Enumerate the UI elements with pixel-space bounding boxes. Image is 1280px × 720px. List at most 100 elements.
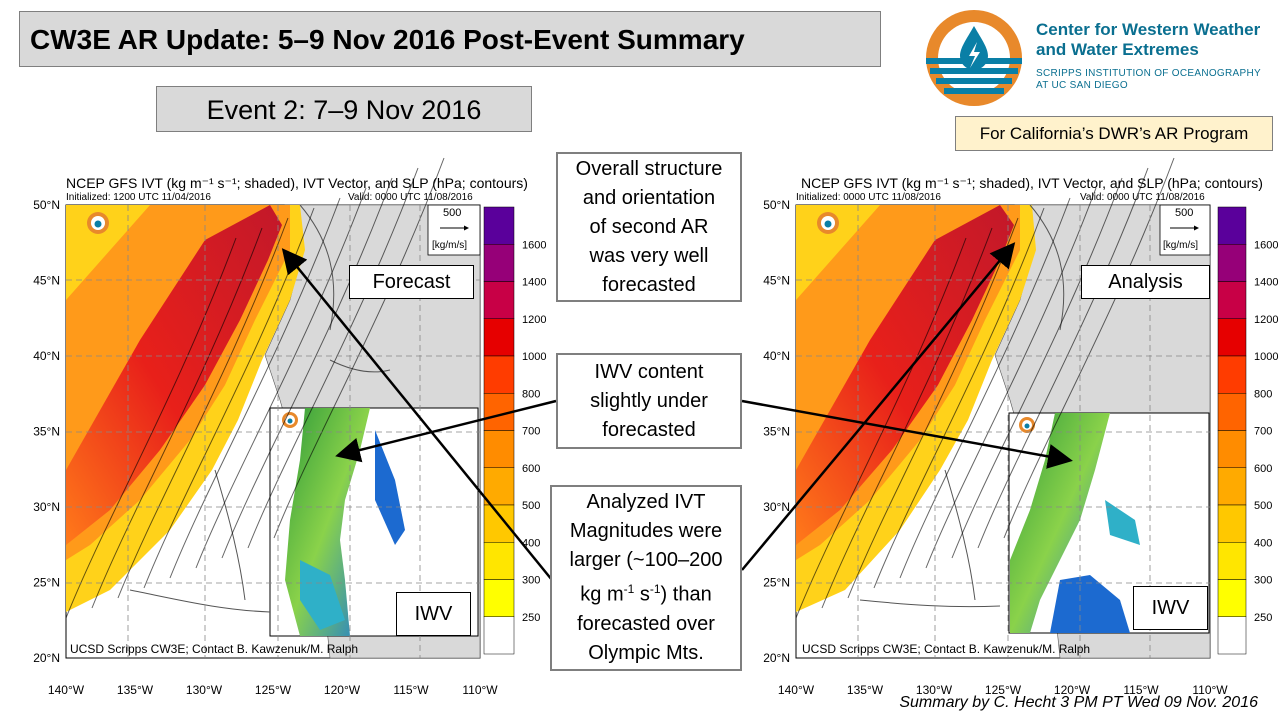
colorbar-label: 300: [522, 575, 540, 587]
forecast-label: Forecast: [349, 265, 474, 299]
callout-structure: Overall structure and orientation of sec…: [556, 152, 742, 302]
x-tick-label: 120°W: [1054, 683, 1091, 697]
y-tick-label: 30°N: [33, 500, 60, 514]
logo-sub-line1: SCRIPPS INSTITUTION OF OCEANOGRAPHY: [1036, 68, 1261, 79]
ivt-streamline: [247, 167, 419, 549]
y-tick-label: 50°N: [763, 198, 790, 212]
callout-iwv-line: slightly under: [590, 389, 708, 412]
colorbar-label: 600: [1254, 463, 1272, 475]
callout-structure-line: Overall structure: [575, 157, 723, 180]
colorbar-swatch: [483, 355, 515, 394]
x-tick-label: 130°W: [916, 683, 953, 697]
forecast-initialized: Initialized: 1200 UTC 11/04/2016: [66, 192, 211, 203]
ivt-streamline: [795, 237, 967, 619]
colorbar-left: 250 300 400 500 600 700 800 1000 1200 1400 1600: [483, 206, 546, 655]
colorbar-label: 1600: [522, 239, 546, 251]
x-tick-label: 140°W: [778, 683, 815, 697]
x-tick-label: 140°W: [48, 683, 85, 697]
callout-iwv: IWV content slightly under forecasted: [556, 353, 742, 449]
colorbar-label: 1400: [522, 277, 546, 289]
x-tick-label: 115°W: [393, 683, 429, 697]
y-tick-label: 40°N: [763, 349, 790, 363]
colorbar-label: 400: [522, 537, 540, 549]
analysis-initialized: Initialized: 0000 UTC 11/08/2016: [796, 192, 941, 203]
ivt-streamline: [873, 207, 1045, 589]
colorbar-swatch: [483, 467, 515, 506]
colorbar-swatch: [1217, 206, 1247, 245]
callout-iwv-line: forecasted: [602, 418, 696, 441]
summary-footer: Summary by C. Hecht 3 PM PT Wed 09 Nov. …: [899, 694, 1258, 711]
x-tick-label: 110°W: [462, 683, 498, 697]
colorbar-swatch: [1217, 355, 1247, 394]
colorbar-swatch: [1217, 430, 1247, 468]
callout-ivt-line6: Olympic Mts.: [588, 641, 704, 664]
logo-name-line1: Center for Western Weather: [1036, 20, 1261, 39]
x-tick-label: 135°W: [117, 683, 154, 697]
y-tick-label: 45°N: [33, 274, 60, 288]
colorbar-swatch: [1217, 504, 1247, 543]
cw3e-logo-icon: [926, 10, 1022, 106]
ivt-streamline: [925, 187, 1097, 569]
colorbar-label: 1000: [522, 351, 546, 363]
analysis-credit: UCSD Scripps CW3E; Contact B. Kawzenuk/M…: [802, 642, 1091, 656]
colorbar-label: 1400: [1254, 277, 1278, 289]
callout-structure-line: forecasted: [602, 273, 696, 296]
arrow-forecast-olympic: [281, 248, 553, 581]
colorbar-label: 700: [522, 426, 540, 438]
forecast-credit: UCSD Scripps CW3E; Contact B. Kawzenuk/M…: [70, 642, 359, 656]
cw3e-logo: Center for Western Weather and Water Ext…: [922, 6, 1277, 108]
callout-structure-line: and orientation: [582, 186, 716, 209]
colorbar-label: 1200: [1254, 314, 1278, 326]
y-tick-label: 20°N: [33, 651, 60, 665]
ivt-streamline: [899, 197, 1071, 579]
forecast-valid: Valid: 0000 UTC 11/08/2016: [348, 192, 473, 203]
ivt-streamline: [977, 167, 1149, 549]
y-tick-label: 35°N: [763, 425, 790, 439]
ivt-streamline: [195, 187, 367, 569]
colorbar-label: 600: [522, 463, 540, 475]
callout-ivt: Analyzed IVT Magnitudes were larger (~10…: [550, 485, 742, 671]
y-tick-label: 20°N: [763, 651, 790, 665]
colorbar-right: 250 300 400 500 600 700 800 1000 1200 1400 1600: [1217, 206, 1278, 655]
analysis-vector-ref-units: [kg/m/s]: [1163, 240, 1199, 251]
forecast-panel-title: NCEP GFS IVT (kg m⁻¹ s⁻¹; shaded), IVT V…: [66, 175, 528, 191]
colorbar-swatch: [483, 244, 515, 282]
colorbar-swatch: [483, 504, 515, 543]
x-tick-label: 120°W: [324, 683, 361, 697]
callout-ivt-line5: forecasted over: [577, 612, 715, 635]
ivt-unit-exp2: -1: [649, 582, 661, 597]
analysis-label: Analysis: [1081, 265, 1210, 299]
x-tick-label: 125°W: [985, 683, 1022, 697]
analysis-panel: [795, 157, 1211, 659]
y-tick-label: 45°N: [763, 274, 790, 288]
x-tick-label: 110°W: [1192, 683, 1228, 697]
colorbar-swatch: [483, 542, 515, 580]
y-tick-label: 25°N: [763, 576, 790, 590]
ivt-streamline: [273, 157, 445, 539]
forecast-vector-ref-units: [kg/m/s]: [432, 240, 468, 251]
analysis-vector-ref-value: 500: [1175, 207, 1194, 219]
colorbar-label: 1200: [522, 314, 546, 326]
ivt-streamline: [847, 217, 1019, 599]
x-tick-label: 135°W: [847, 683, 884, 697]
colorbar-label: 250: [1254, 612, 1272, 624]
ivt-unit-s: s: [634, 583, 650, 606]
x-tick-label: 125°W: [255, 683, 292, 697]
y-tick-label: 50°N: [33, 198, 60, 212]
colorbar-label: 700: [1254, 426, 1272, 438]
colorbar-swatch: [1217, 393, 1247, 431]
y-tick-label: 35°N: [33, 425, 60, 439]
colorbar-swatch: [483, 206, 515, 245]
colorbar-swatch: [1217, 318, 1247, 357]
colorbar-swatch: [1217, 579, 1247, 617]
page-title: CW3E AR Update: 5–9 Nov 2016 Post-Event …: [19, 11, 881, 67]
colorbar-label: 500: [522, 500, 540, 512]
arrow-forecast-iwv: [335, 399, 557, 463]
colorbar-label: 250: [522, 612, 540, 624]
callout-ivt-line3: larger (~100–200: [569, 549, 723, 572]
ivt-streamline: [117, 217, 289, 599]
colorbar-label: 300: [1254, 575, 1272, 587]
callout-structure-line: of second AR: [589, 215, 709, 238]
program-label: For California’s DWR’s AR Program: [955, 116, 1273, 151]
ivt-streamline: [91, 227, 263, 609]
